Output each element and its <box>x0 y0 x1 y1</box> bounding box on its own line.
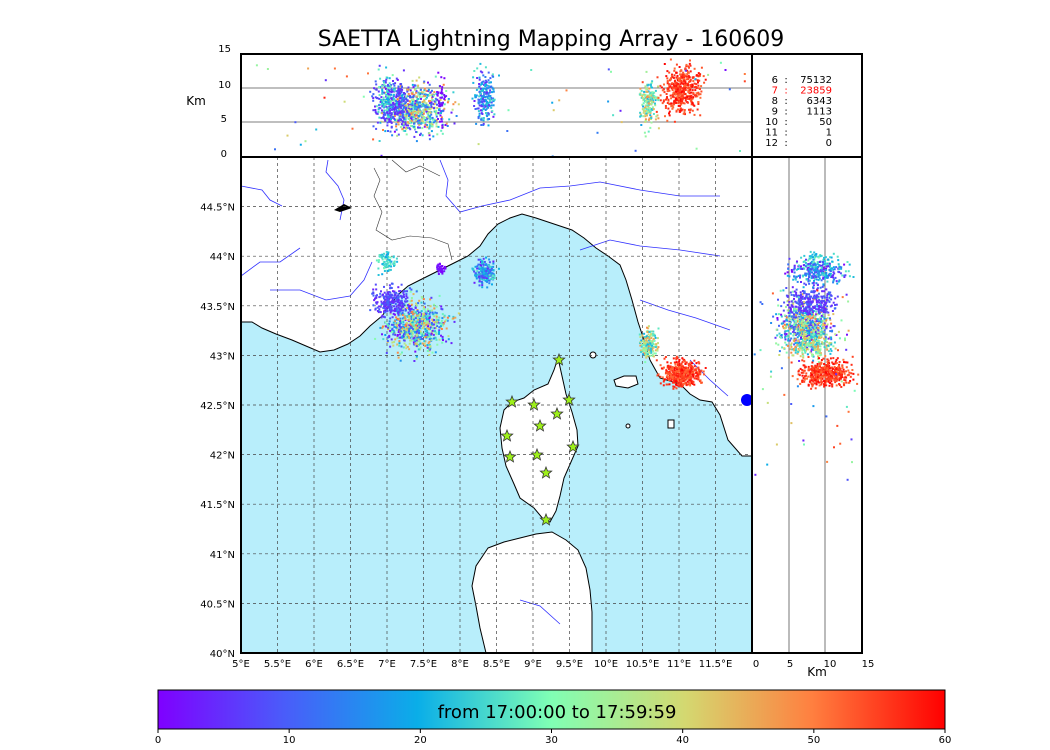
station-star-icon <box>539 512 553 526</box>
station-count-value: 1 <box>826 128 832 139</box>
montecristo-island <box>625 423 631 429</box>
station-count-stations: 8 <box>772 96 778 107</box>
station-star-icon <box>562 392 576 406</box>
station-star-icon <box>505 394 519 408</box>
colorbar-tick-label: 10 <box>283 735 296 746</box>
lon-tick-label: 9.5°E <box>556 659 583 670</box>
alt-ytick: 15 <box>218 44 231 55</box>
capraia-island <box>589 351 597 359</box>
station-count-value: 50 <box>819 117 832 128</box>
alt-ytick: 0 <box>221 149 227 160</box>
side-axis-label: Km <box>807 665 827 679</box>
station-count-stations: 9 <box>772 107 778 118</box>
station-count-stations: 11 <box>765 128 778 139</box>
colorbar-tick-label: 30 <box>545 735 558 746</box>
station-count-sep: : <box>784 117 787 128</box>
lake-geneva <box>334 204 352 212</box>
map-lightning-points <box>369 250 707 390</box>
side-lightning-points <box>753 250 860 481</box>
lat-tick-label: 40°N <box>210 649 235 660</box>
station-count-box: 6: 75132 7: 23859 8: 6343 9: 1113 10: 50 11: 1 12: 0 <box>751 53 863 158</box>
colorbar-tick-label: 50 <box>807 735 820 746</box>
station-count-sep: : <box>784 107 787 118</box>
time-colorbar: from 17:00:00 to 17:59:59 0 10 20 30 40 50 60 <box>155 689 952 746</box>
station-count-value: 0 <box>826 138 832 149</box>
station-star-icon <box>533 418 547 432</box>
lon-tick-label: 6°E <box>305 659 323 670</box>
alt-ytick: 5 <box>221 114 227 125</box>
station-count-stations: 6 <box>772 75 778 86</box>
colorbar-tick-label: 0 <box>155 735 161 746</box>
station-count-sep: : <box>784 96 787 107</box>
lat-tick-label: 42°N <box>210 451 235 462</box>
colorbar-tick-label: 60 <box>939 735 952 746</box>
elba-island <box>613 375 639 389</box>
station-count-sep: : <box>784 138 787 149</box>
lat-tick-label: 40.5°N <box>200 599 235 610</box>
station-count-stations: 12 <box>765 138 778 149</box>
lat-tick-label: 44.5°N <box>200 203 235 214</box>
side-panel: 0 5 10 15 Km <box>751 156 875 679</box>
side-xtick: 10 <box>824 659 837 670</box>
lat-tick-label: 42.5°N <box>200 401 235 412</box>
lat-tick-label: 44°N <box>210 252 235 263</box>
lon-tick-label: 10.5°E <box>626 659 660 670</box>
lon-tick-label: 10°E <box>594 659 618 670</box>
colorbar-label: from 17:00:00 to 17:59:59 <box>438 702 677 723</box>
lon-tick-label: 5.5°E <box>264 659 291 670</box>
altitude-lightning-points <box>255 58 746 157</box>
altitude-panel: Km 15 10 5 0 <box>186 44 753 160</box>
station-star-icon <box>550 406 564 420</box>
figure-title: SAETTA Lightning Mapping Array - 160609 <box>318 27 785 52</box>
alt-ytick: 10 <box>218 80 231 91</box>
lma-stations <box>500 352 580 526</box>
station-star-icon <box>566 439 580 453</box>
station-star-icon <box>539 465 553 479</box>
side-xtick: 5 <box>787 659 793 670</box>
altitude-axis-label: Km <box>186 94 206 108</box>
station-star-icon <box>552 352 566 366</box>
station-star-icon <box>530 447 544 461</box>
side-xtick: 0 <box>753 659 759 670</box>
giglio-island <box>667 419 675 429</box>
map-panel: 5°E 5.5°E 6°E 6.5°E 7°E 7.5°E 8°E 8.5°E 9°E 9.5°E… <box>200 156 753 670</box>
lon-tick-label: 7°E <box>378 659 396 670</box>
lon-tick-label: 11.5°E <box>699 659 733 670</box>
reference-point <box>741 394 752 406</box>
station-star-icon <box>500 428 514 442</box>
lon-tick-label: 8°E <box>451 659 469 670</box>
lon-tick-label: 8.5°E <box>483 659 510 670</box>
lat-tick-label: 43°N <box>210 351 235 362</box>
station-star-icon <box>527 397 541 411</box>
side-xtick: 15 <box>862 659 875 670</box>
corsica-land <box>499 356 579 523</box>
station-count-value: 1113 <box>807 107 832 118</box>
station-count-value: 6343 <box>807 96 832 107</box>
station-count-sep: : <box>784 75 787 86</box>
colorbar-tick-label: 20 <box>414 735 427 746</box>
lon-tick-label: 6.5°E <box>337 659 364 670</box>
lon-tick-label: 9°E <box>524 659 542 670</box>
lon-tick-label: 11°E <box>667 659 691 670</box>
lat-tick-label: 43.5°N <box>200 302 235 313</box>
lat-tick-label: 41.5°N <box>200 500 235 511</box>
borders <box>373 159 453 261</box>
lat-tick-label: 41°N <box>210 550 235 561</box>
station-count-stations: 7 <box>772 86 778 97</box>
colorbar-tick-label: 40 <box>676 735 689 746</box>
lon-tick-label: 7.5°E <box>410 659 437 670</box>
station-count-value: 23859 <box>800 86 832 97</box>
station-count-sep: : <box>784 86 787 97</box>
station-count-value: 75132 <box>800 75 832 86</box>
station-count-sep: : <box>784 128 787 139</box>
sardinia-land <box>471 531 593 653</box>
station-count-stations: 10 <box>765 117 778 128</box>
france-land <box>241 157 752 457</box>
lon-tick-label: 5°E <box>232 659 250 670</box>
station-star-icon <box>503 449 517 463</box>
